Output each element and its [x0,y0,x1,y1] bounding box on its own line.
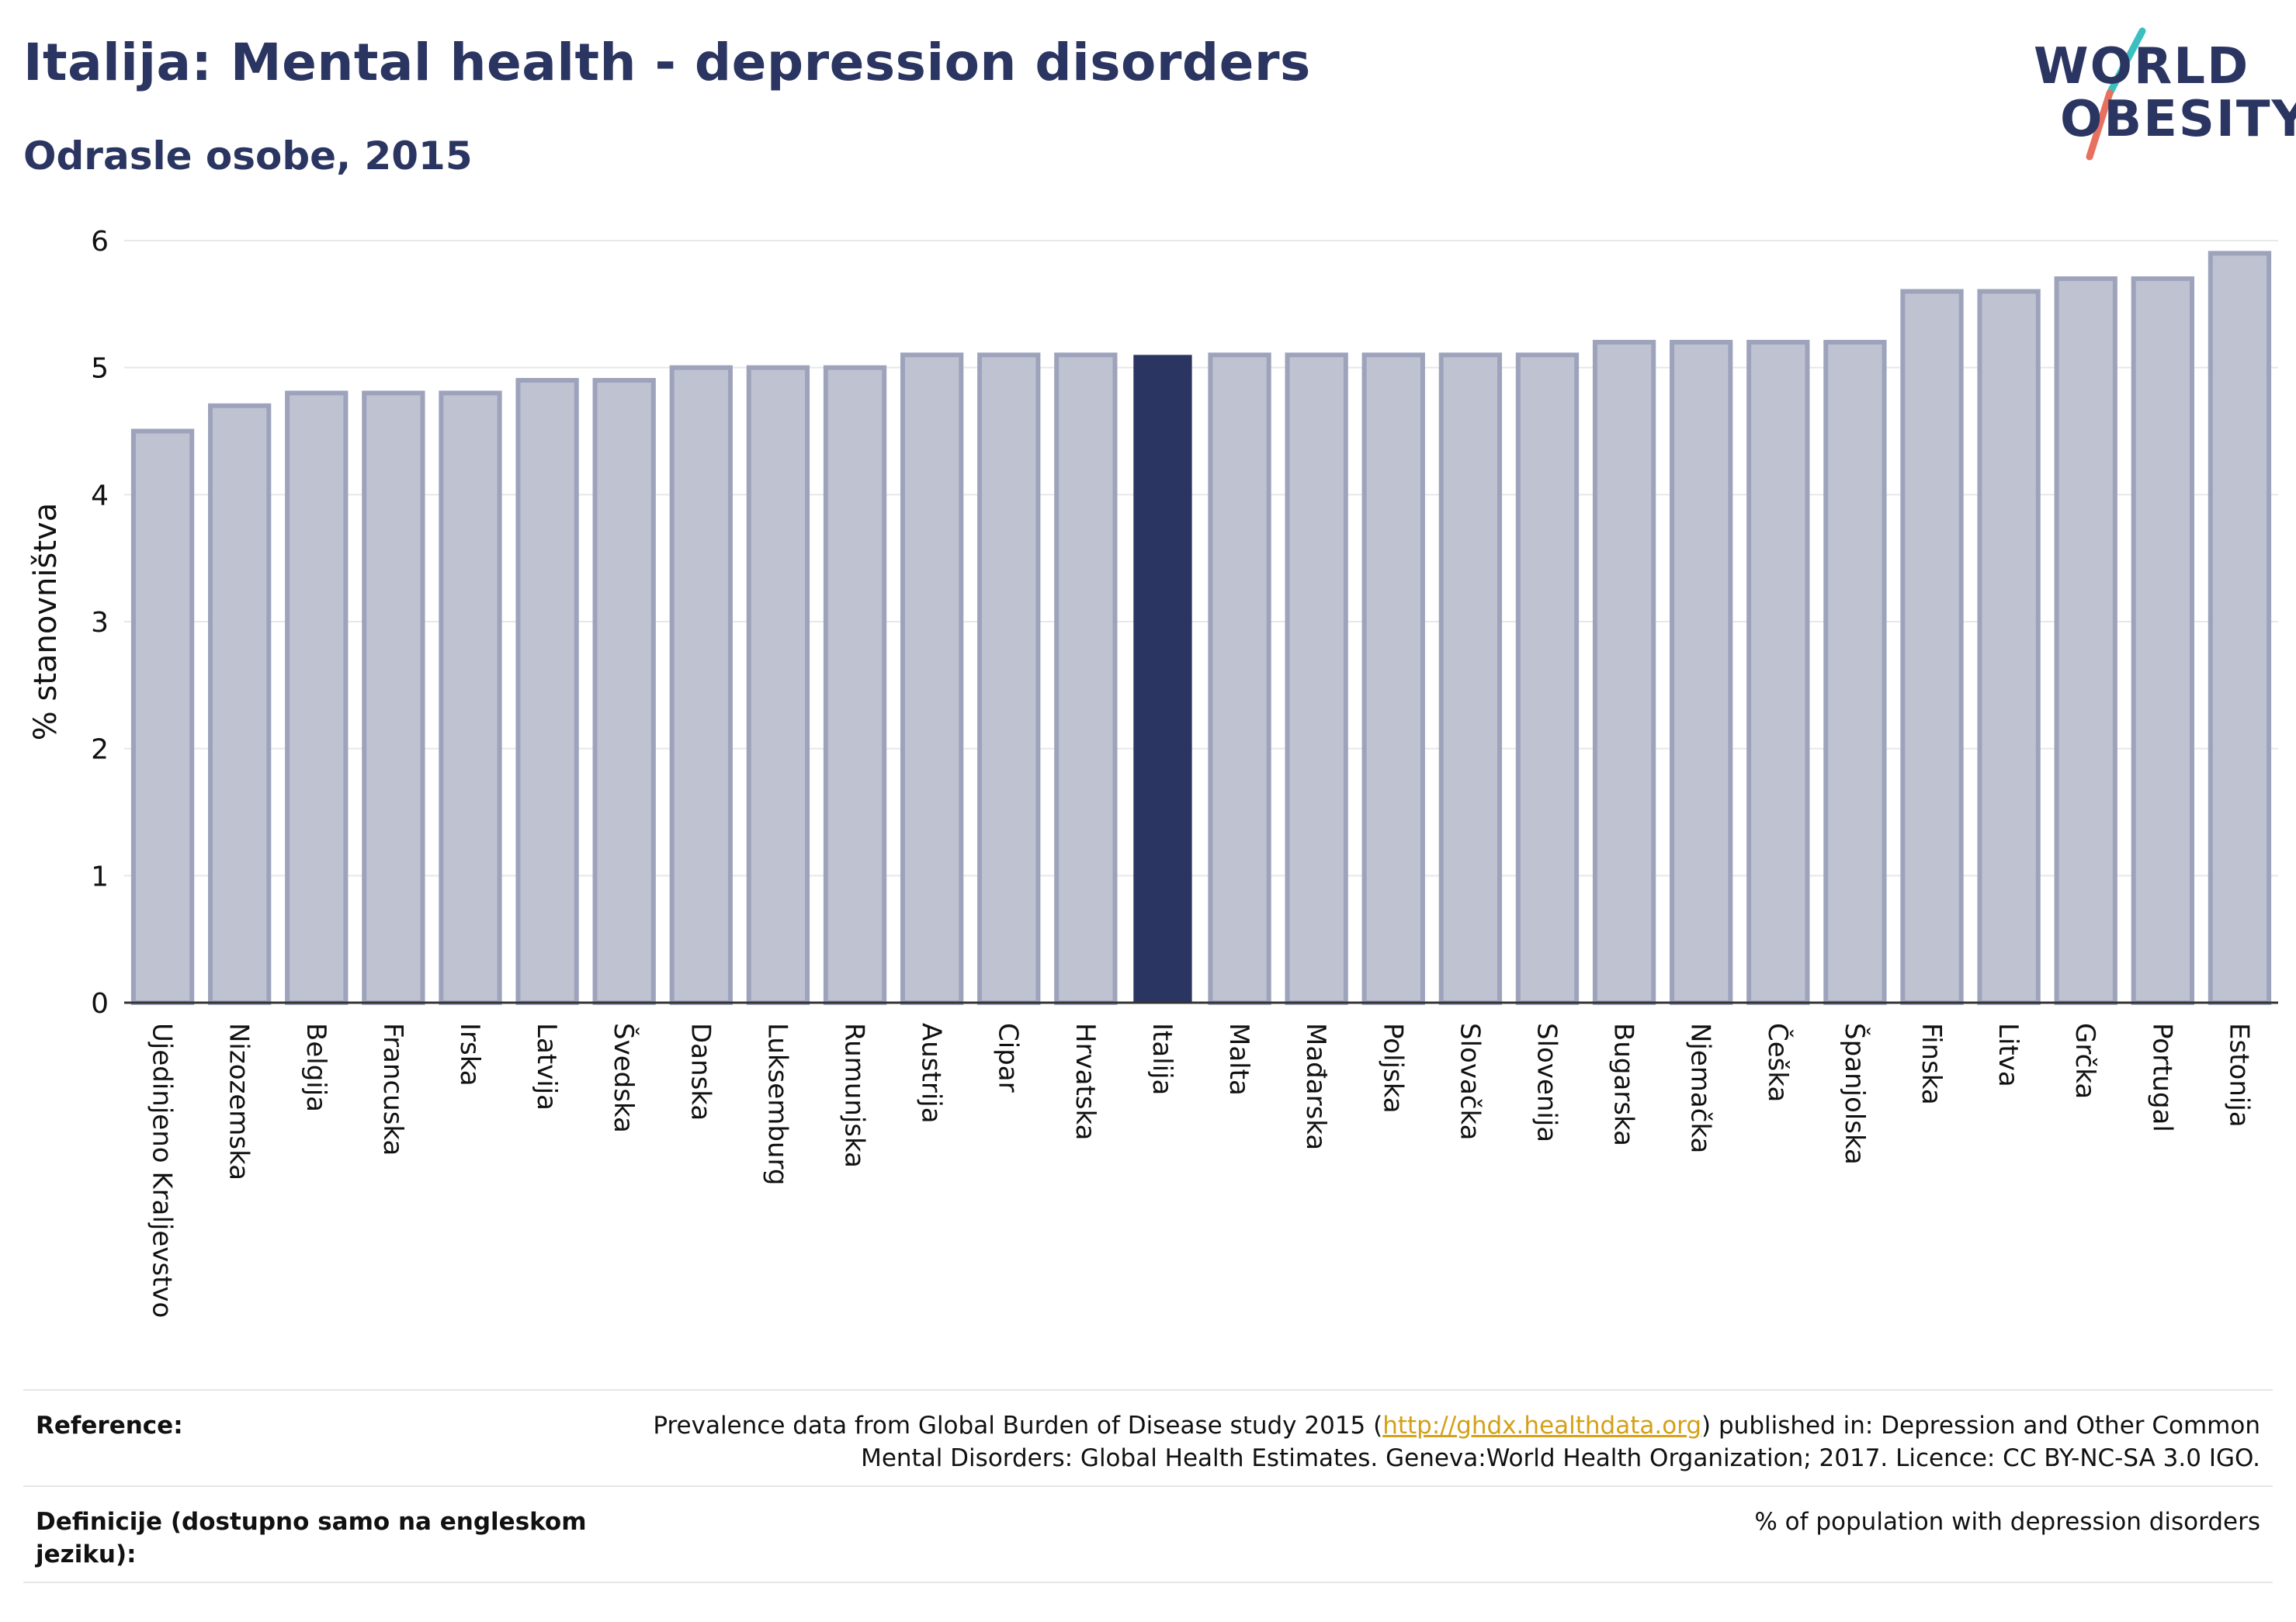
bar [285,390,349,1005]
x-tick-label: Austrija [916,1023,947,1124]
bar [1823,339,1887,1005]
x-tick-label: Slovačka [1454,1023,1485,1140]
bar [746,365,810,1005]
x-tick-label: Njemačka [1685,1023,1716,1153]
bar [1438,352,1503,1005]
x-tick-label: Belgija [300,1023,331,1112]
x-tick-label: Litva [1993,1023,2024,1087]
bar [1670,339,1733,1005]
footer-bottom-rule [23,1582,2273,1583]
y-tick-label: 4 [91,480,109,511]
x-tick-label: Grčka [2069,1023,2100,1099]
reference-text-pre: Prevalence data from Global Burden of Di… [653,1412,1383,1440]
x-tick-label: Luksemburg [761,1023,793,1185]
reference-text-post: ) published in: Depression and Other Com… [1701,1412,2260,1440]
reference-row: Reference: Prevalence data from Global B… [23,1389,2273,1487]
bar [208,403,272,1005]
bar [1361,352,1425,1005]
x-tick-label: Ujedinjeno Kraljevstvo [147,1023,178,1318]
bar [1054,352,1118,1005]
bar [977,352,1041,1005]
x-tick-label: Finska [1916,1023,1947,1105]
reference-link[interactable]: http://ghdx.healthdata.org [1382,1412,1702,1440]
y-axis-label: % stanovništva [28,503,64,740]
bar [823,365,887,1005]
bar [1592,339,1656,1005]
logo-word-obesity: OBESITY [2060,91,2296,148]
x-tick-label: Cipar [993,1023,1024,1093]
y-tick-label: 2 [91,734,109,766]
world-obesity-logo: WORLD OBESITY [2018,23,2296,163]
x-tick-label: Latvija [531,1023,562,1111]
bar [592,378,656,1005]
logo-word-world: WORLD [2034,38,2250,95]
x-tick-label: Portugal [2146,1023,2177,1132]
bar [515,378,579,1005]
x-tick-label: Danska [685,1023,716,1121]
x-tick-label: Malta [1223,1023,1254,1096]
x-tick-label: Francuska [377,1023,408,1156]
y-tick-label: 3 [91,607,109,639]
reference-label: Reference: [36,1412,183,1440]
bar [1208,352,1271,1005]
bar [2131,276,2194,1006]
reference-text-line2: Mental Disorders: Global Health Estimate… [861,1444,2260,1472]
bar [669,365,733,1005]
chart-subtitle: Odrasle osobe, 2015 [23,133,473,178]
bar [1746,339,1810,1005]
bar-chart: 0 1 2 3 4 5 6 % stanovništva Ujedinjeno Kraljevs… [28,226,2278,1318]
y-tick-label: 5 [91,353,109,385]
bar [1900,289,1964,1005]
definition-value: % of population with depression disorder… [1754,1508,2260,1536]
x-tick-label: Švedska [608,1023,640,1133]
x-tick-label: Mađarska [1300,1023,1331,1150]
x-tick-label: Španjolska [1839,1023,1871,1165]
bar [1977,289,2041,1005]
x-tick-label: Hrvatska [1070,1023,1101,1140]
bar [900,352,964,1005]
y-tick-label: 0 [91,988,109,1020]
bar [1133,355,1192,1003]
bar [2208,251,2272,1006]
bar [2054,276,2117,1006]
x-tick-label: Češka [1762,1023,1794,1102]
logo-slash-icon [2086,27,2146,161]
x-tick-label: Poljska [1377,1023,1408,1114]
y-tick-label: 6 [91,226,109,258]
bar [130,428,195,1005]
x-tick-label: Nizozemska [224,1023,255,1180]
x-tick-label: Italija [1146,1023,1177,1095]
x-tick-label: Estonija [2223,1023,2254,1128]
y-tick-label: 1 [91,861,109,892]
chart-title: Italija: Mental health - depression diso… [23,33,1311,92]
bar [1285,352,1348,1005]
bar [1515,352,1580,1005]
definition-label: Definicije (dostupno samo na engleskom j… [36,1508,587,1568]
x-tick-label: Slovenija [1531,1023,1562,1142]
x-tick-label: Rumunjska [839,1023,870,1168]
x-tick-label: Irska [454,1023,485,1087]
bar [362,390,425,1005]
reference-text: Prevalence data from Global Burden of Di… [630,1409,2260,1475]
definition-row: Definicije (dostupno samo na engleskom j… [23,1485,2273,1583]
bar [439,390,502,1005]
x-tick-label: Bugarska [1608,1023,1639,1146]
